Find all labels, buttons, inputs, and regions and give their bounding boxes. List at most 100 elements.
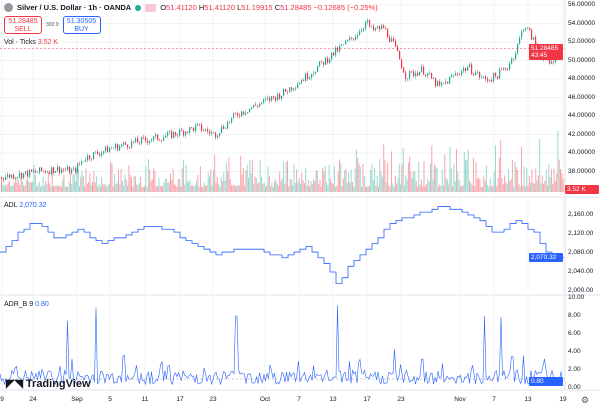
volume-bar xyxy=(504,175,506,192)
candle xyxy=(553,61,555,63)
candle xyxy=(139,142,141,144)
candle xyxy=(219,133,221,136)
volume-bar xyxy=(336,185,338,192)
volume-bar xyxy=(24,186,26,192)
volume-bar xyxy=(292,185,294,192)
volume-bar xyxy=(552,183,554,192)
price-axis-label: 42.00000 xyxy=(568,130,596,138)
volume-bar xyxy=(219,186,221,192)
volume-bar xyxy=(475,162,477,192)
volume-bar xyxy=(16,182,18,192)
tradingview-logo[interactable]: ◤◥ TradingView xyxy=(6,377,91,391)
candle xyxy=(421,66,423,72)
volume-bar xyxy=(120,168,122,192)
candle xyxy=(387,28,389,38)
volume-bar xyxy=(235,185,236,192)
volume-bar xyxy=(432,179,434,192)
volume-bar xyxy=(66,186,67,192)
volume-bar xyxy=(534,183,535,192)
candle xyxy=(189,127,191,133)
candle xyxy=(33,170,35,172)
volume-bar xyxy=(86,183,88,192)
candle xyxy=(227,121,229,129)
volume-bar xyxy=(251,159,253,192)
candle xyxy=(181,129,183,131)
volume-bar xyxy=(380,172,382,192)
volume-bar xyxy=(439,184,441,192)
volume-bar xyxy=(458,180,460,192)
volume-bar xyxy=(274,181,275,192)
volume-bar xyxy=(84,186,86,192)
candle xyxy=(63,169,65,171)
buy-button[interactable]: 51.30505 BUY xyxy=(62,16,101,34)
candle xyxy=(473,73,475,76)
candle xyxy=(335,47,337,56)
volume-bar xyxy=(496,185,498,192)
volume-bar xyxy=(427,178,429,192)
candle xyxy=(1,177,3,179)
time-axis-label: 11 xyxy=(141,396,149,403)
volume-bar xyxy=(82,175,84,192)
volume-bar xyxy=(123,185,125,192)
volume-bar xyxy=(62,180,64,192)
candle xyxy=(125,142,127,145)
volume-legend: Vol · Ticks 3.52 K xyxy=(4,39,59,46)
volume-bar xyxy=(242,168,244,192)
candle xyxy=(91,158,93,160)
volume-bar xyxy=(443,185,444,192)
symbol-title[interactable]: Silver / U.S. Dollar · 1h · OANDA xyxy=(17,3,132,12)
candle xyxy=(513,58,515,60)
volume-bar xyxy=(301,172,303,192)
volume-bar xyxy=(180,186,182,192)
volume-bar xyxy=(388,185,390,192)
volume-bar xyxy=(72,174,74,192)
volume-bar xyxy=(166,178,168,192)
candle xyxy=(315,71,317,74)
volume-bar xyxy=(133,176,135,192)
spread: 302.0 xyxy=(46,22,59,28)
volume-bar xyxy=(276,183,278,192)
volume-bar xyxy=(323,171,325,192)
candle xyxy=(205,129,207,131)
volume-bar xyxy=(42,176,44,192)
candle xyxy=(19,172,21,178)
volume-bar xyxy=(420,179,422,192)
volume-bar xyxy=(384,160,386,192)
volume-bar xyxy=(371,163,373,192)
candle xyxy=(549,59,551,64)
time-axis-label: 24 xyxy=(29,396,37,403)
flag-icon[interactable] xyxy=(145,3,157,12)
time-axis-label: 17 xyxy=(363,396,371,403)
candle xyxy=(221,126,223,134)
volume-bar xyxy=(518,184,520,192)
volume-bar xyxy=(335,186,337,192)
candle xyxy=(93,152,95,160)
volume-bar xyxy=(537,175,539,192)
candle xyxy=(531,29,533,40)
volume-bar xyxy=(357,157,359,192)
candle xyxy=(77,163,79,173)
volume-bar xyxy=(495,145,496,192)
candle xyxy=(501,69,503,71)
volume-bar xyxy=(381,176,383,192)
volume-bar xyxy=(545,169,547,192)
candle xyxy=(275,97,277,101)
volume-bar xyxy=(470,182,472,192)
chart-legend: Silver / U.S. Dollar · 1h · OANDA O51.41… xyxy=(4,3,378,12)
volume-bar xyxy=(409,156,411,192)
settings-gear-icon[interactable]: ⚙ xyxy=(581,395,590,405)
time-axis-label: 5 xyxy=(108,396,112,403)
candle xyxy=(169,131,171,133)
volume-bar xyxy=(449,147,451,192)
candle xyxy=(477,71,479,73)
volume-bar xyxy=(271,182,273,192)
candle xyxy=(207,129,209,132)
volume-bar xyxy=(212,170,214,192)
candle xyxy=(497,76,499,79)
candle xyxy=(107,146,109,153)
candle xyxy=(231,117,233,123)
candle xyxy=(457,73,459,75)
volume-bar xyxy=(173,184,175,192)
sell-button[interactable]: 51.28485 SELL xyxy=(4,16,42,34)
